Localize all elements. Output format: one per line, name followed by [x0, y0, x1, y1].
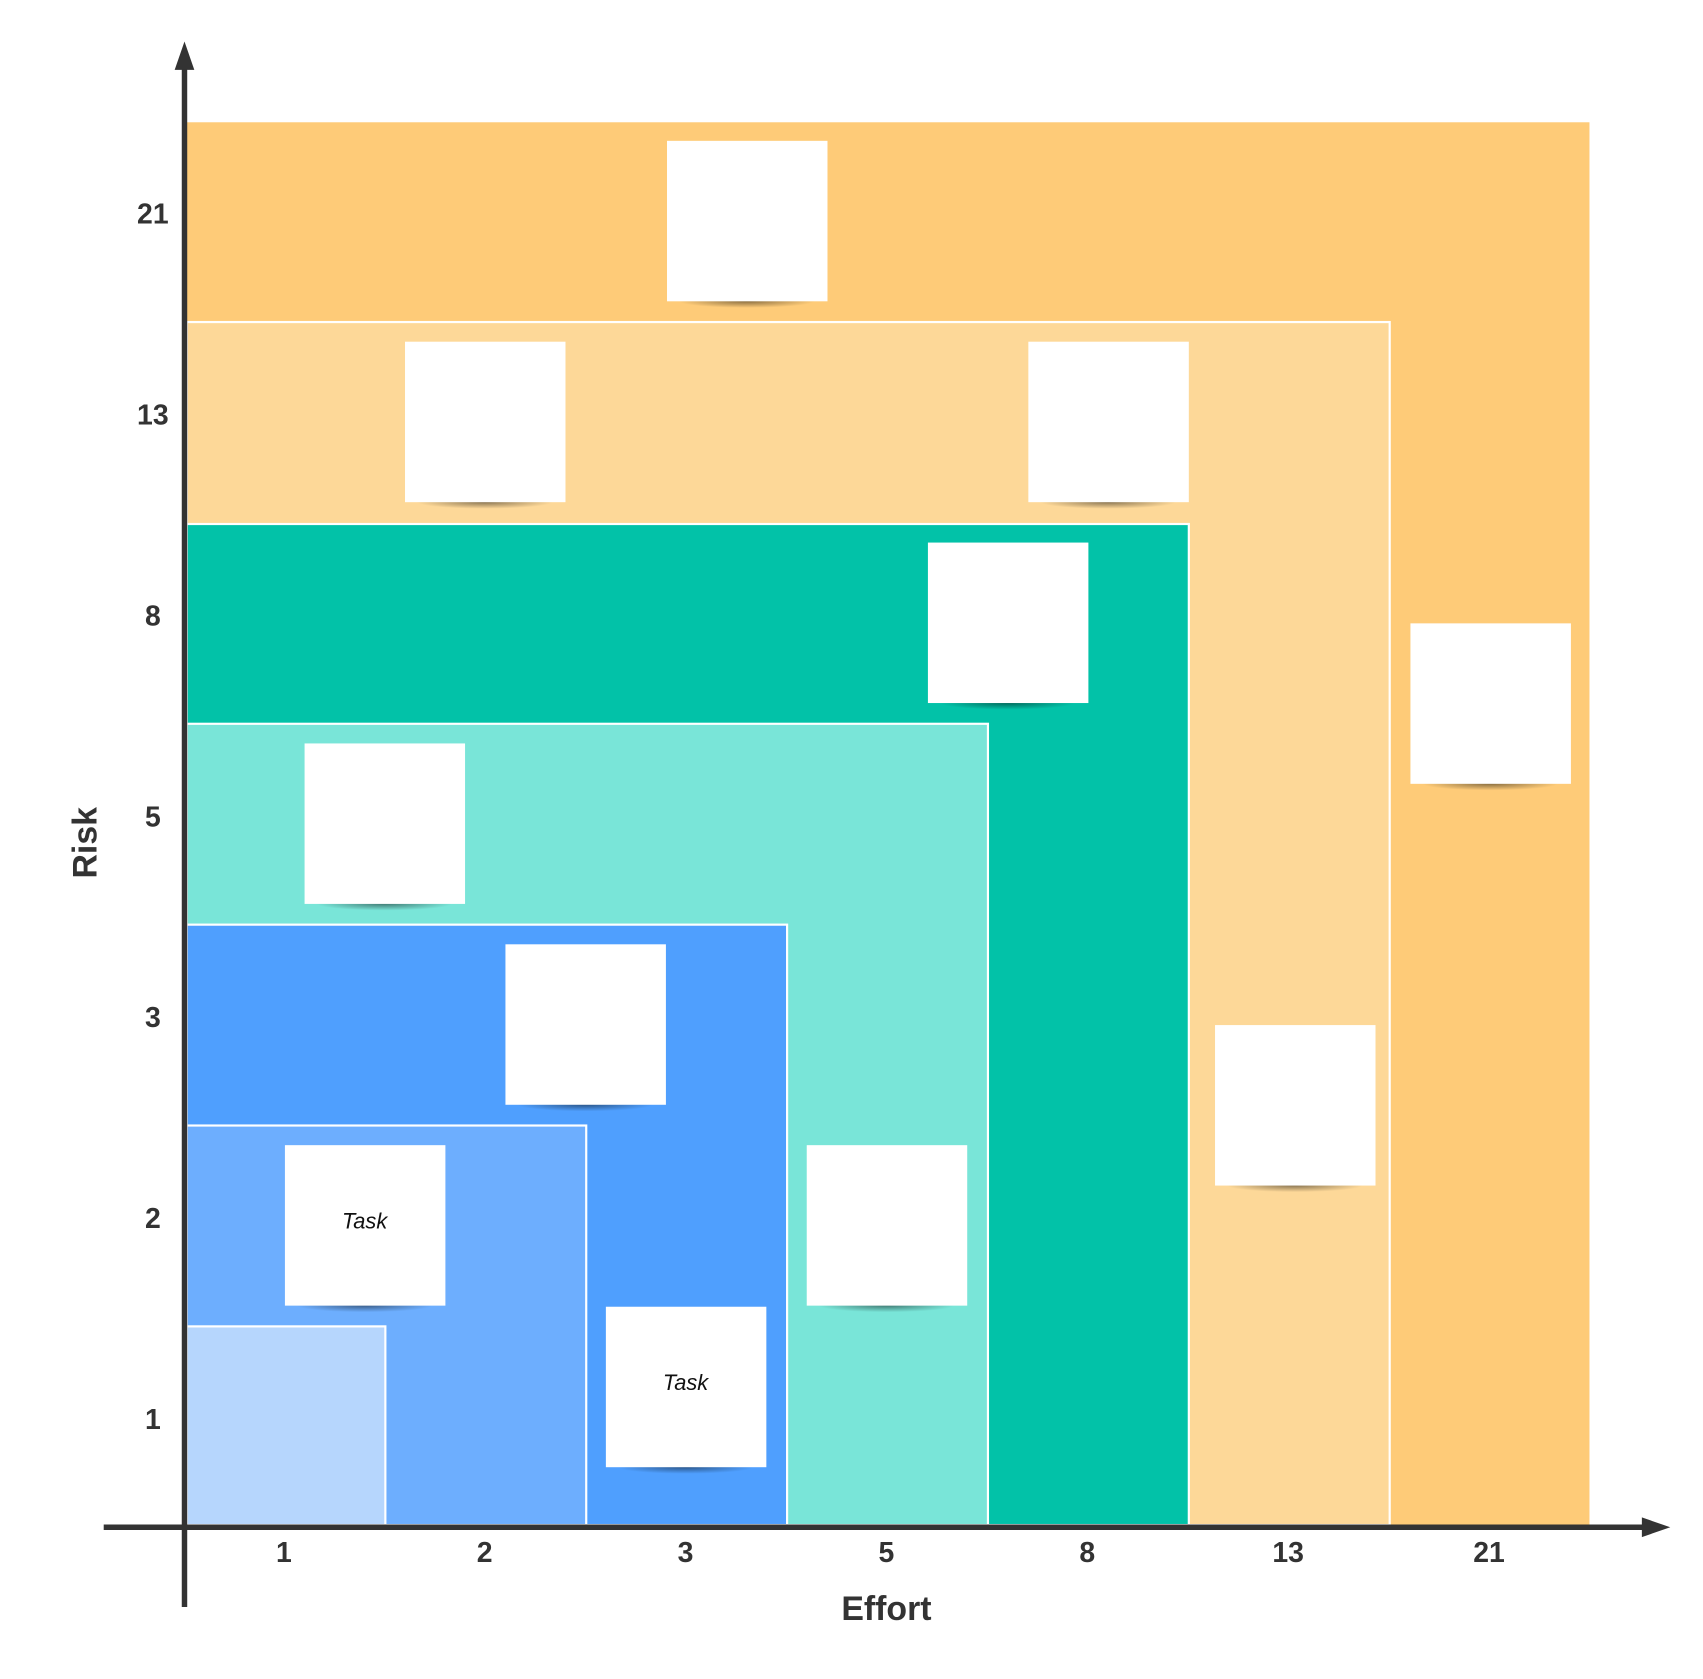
zones	[185, 122, 1590, 1527]
sticky-note	[505, 944, 666, 1112]
note	[806, 1145, 968, 1306]
note	[304, 743, 466, 904]
note-text: Task	[663, 1370, 709, 1395]
note	[1028, 341, 1189, 503]
note	[505, 944, 666, 1105]
x-tick-label: 3	[678, 1537, 694, 1569]
note-text: Task	[342, 1208, 388, 1233]
y-tick-label: 8	[145, 600, 161, 632]
y-tick-label: 5	[145, 801, 161, 833]
x-tick-label: 21	[1473, 1537, 1505, 1569]
x-tick-label: 8	[1079, 1537, 1095, 1569]
note	[605, 1306, 767, 1468]
sticky-note: Task	[284, 1145, 446, 1313]
sticky-note	[667, 140, 828, 308]
sticky-note	[1410, 623, 1571, 791]
x-axis-title: Effort	[841, 1590, 931, 1628]
y-arrow	[174, 41, 195, 70]
x-tick-label: 2	[477, 1537, 493, 1569]
sticky-note	[927, 542, 1089, 710]
y-tick-label: 1	[145, 1404, 161, 1436]
note	[1215, 1025, 1376, 1186]
note	[1410, 623, 1571, 784]
y-tick-label: 2	[145, 1203, 161, 1235]
y-tick-label: 21	[137, 199, 169, 231]
x-arrow	[1641, 1517, 1671, 1538]
sticky-note	[1028, 341, 1189, 509]
note	[405, 341, 566, 503]
axes: Effort Risk	[66, 41, 1671, 1628]
note	[284, 1145, 446, 1306]
x-tick-label: 5	[879, 1537, 895, 1569]
y-tick-label: 3	[145, 1002, 161, 1034]
sticky-note	[304, 743, 466, 911]
sticky-note	[1215, 1025, 1376, 1193]
x-tick-label: 1	[276, 1537, 292, 1569]
cards: Task Task	[284, 140, 1571, 1474]
sticky-note	[806, 1145, 968, 1313]
sticky-note: Task	[605, 1306, 767, 1474]
sticky-note	[405, 341, 566, 509]
note	[667, 140, 828, 302]
x-tick-label: 13	[1272, 1537, 1304, 1569]
y-axis-title: Risk	[66, 807, 104, 879]
y-tick-label: 13	[137, 400, 169, 432]
zone	[185, 1325, 387, 1527]
note	[927, 542, 1089, 704]
